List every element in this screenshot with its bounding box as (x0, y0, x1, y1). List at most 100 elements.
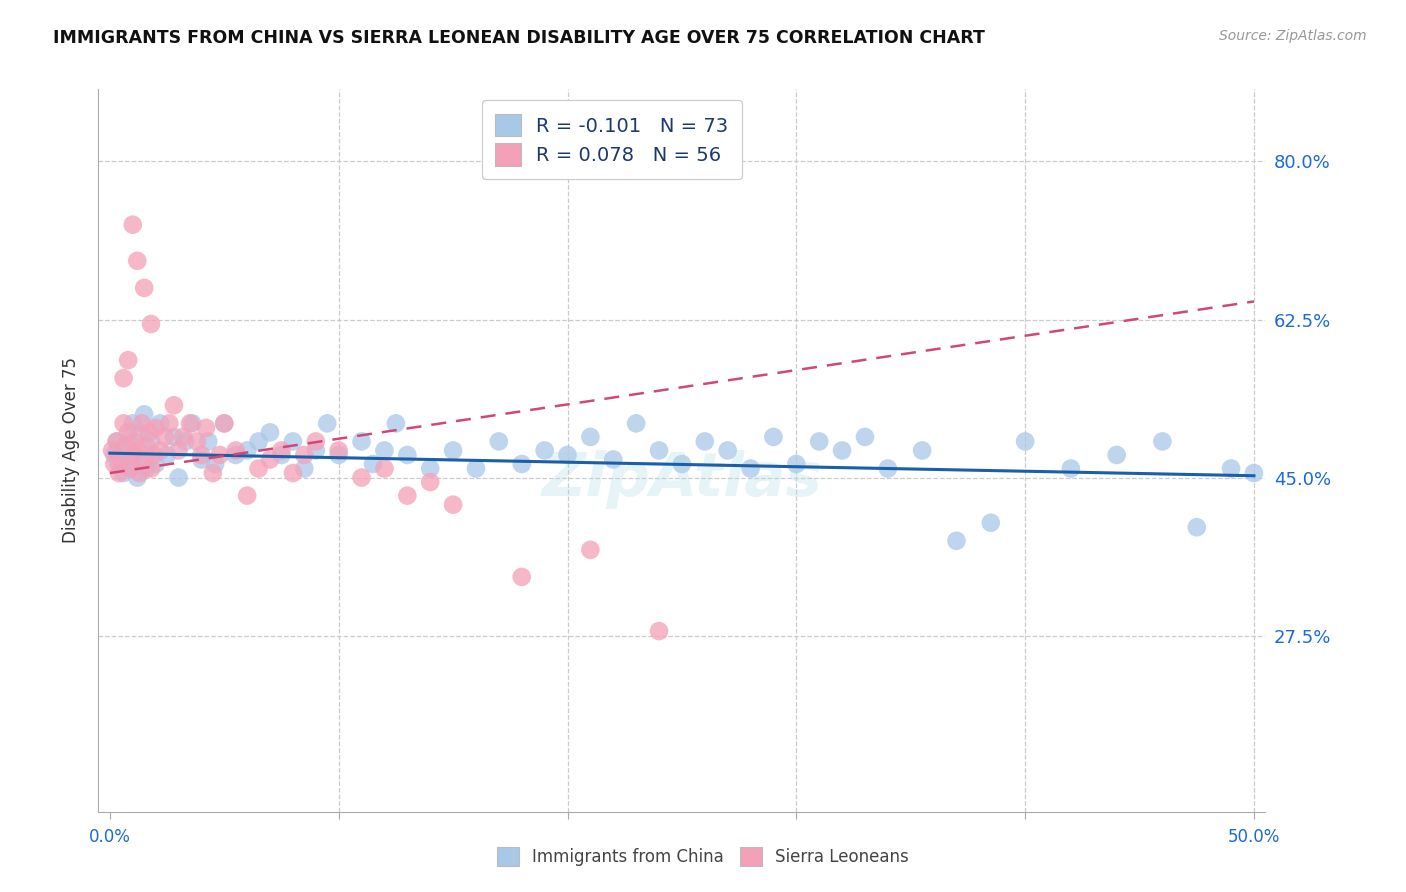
Point (281, 434, 304, 449)
Point (831, 443, 853, 458)
Point (602, 452, 624, 467)
Point (105, 434, 128, 449)
Point (579, 542, 602, 557)
Point (1220, 461, 1243, 475)
Point (361, 457, 384, 471)
Point (142, 448, 165, 462)
Point (808, 434, 831, 449)
Point (270, 448, 292, 462)
Point (373, 443, 395, 458)
Point (131, 457, 153, 471)
Point (112, 371, 135, 385)
Point (510, 570, 533, 584)
Legend: Immigrants from China, Sierra Leoneans: Immigrants from China, Sierra Leoneans (491, 840, 915, 873)
Point (128, 425, 150, 440)
Point (145, 457, 167, 471)
Point (128, 466, 150, 480)
Point (112, 417, 135, 431)
Point (1152, 434, 1174, 449)
Point (139, 461, 162, 475)
Point (214, 417, 236, 431)
Point (174, 434, 197, 449)
Point (1185, 520, 1208, 534)
Text: ZipAtlas: ZipAtlas (541, 450, 823, 508)
Point (533, 443, 555, 458)
Point (292, 461, 315, 475)
Point (167, 470, 190, 484)
Point (181, 417, 204, 431)
Point (201, 466, 224, 480)
Point (648, 624, 671, 639)
Point (350, 434, 373, 449)
Point (350, 470, 373, 484)
Text: IMMIGRANTS FROM CHINA VS SIERRA LEONEAN DISABILITY AGE OVER 75 CORRELATION CHART: IMMIGRANTS FROM CHINA VS SIERRA LEONEAN … (53, 29, 986, 46)
Point (179, 417, 201, 431)
Point (163, 398, 186, 412)
Point (624, 417, 647, 431)
Point (101, 443, 124, 458)
Point (135, 439, 157, 453)
Point (292, 448, 315, 462)
Point (247, 434, 270, 449)
Point (740, 461, 762, 475)
Point (194, 421, 217, 435)
Text: 0.0%: 0.0% (89, 829, 131, 847)
Point (108, 466, 131, 480)
Point (172, 430, 194, 444)
Point (108, 457, 131, 471)
Point (186, 434, 208, 449)
Point (103, 457, 125, 471)
Point (225, 448, 247, 462)
Point (557, 448, 579, 462)
Point (441, 443, 464, 458)
Point (117, 434, 139, 449)
Text: 50.0%: 50.0% (1227, 829, 1279, 847)
Point (648, 443, 671, 458)
Point (259, 425, 281, 440)
Point (197, 434, 219, 449)
Point (236, 443, 259, 458)
Y-axis label: Disability Age Over 75: Disability Age Over 75 (62, 358, 80, 543)
Point (149, 417, 172, 431)
Point (259, 452, 281, 467)
Point (1105, 448, 1128, 462)
Point (190, 452, 212, 467)
Point (270, 443, 292, 458)
Point (134, 281, 156, 295)
Point (214, 417, 236, 431)
Point (441, 498, 464, 512)
Point (139, 434, 162, 449)
Point (579, 430, 602, 444)
Point (110, 443, 132, 458)
Point (124, 448, 146, 462)
Point (419, 461, 441, 475)
Point (121, 417, 143, 431)
Point (138, 425, 160, 440)
Point (145, 421, 167, 435)
Point (124, 434, 146, 449)
Point (135, 461, 157, 475)
Point (1243, 466, 1265, 480)
Point (396, 448, 419, 462)
Point (717, 443, 740, 458)
Point (121, 218, 143, 232)
Point (121, 448, 143, 462)
Point (157, 417, 180, 431)
Point (693, 434, 716, 449)
Point (208, 448, 231, 462)
Point (127, 443, 149, 458)
Point (247, 461, 270, 475)
Point (149, 443, 172, 458)
Point (911, 443, 934, 458)
Point (671, 457, 693, 471)
Point (488, 434, 510, 449)
Point (328, 443, 350, 458)
Point (134, 407, 156, 421)
Point (105, 434, 128, 449)
Point (131, 417, 153, 431)
Point (328, 448, 350, 462)
Point (305, 434, 328, 449)
Point (134, 452, 156, 467)
Point (785, 457, 807, 471)
Point (945, 533, 967, 548)
